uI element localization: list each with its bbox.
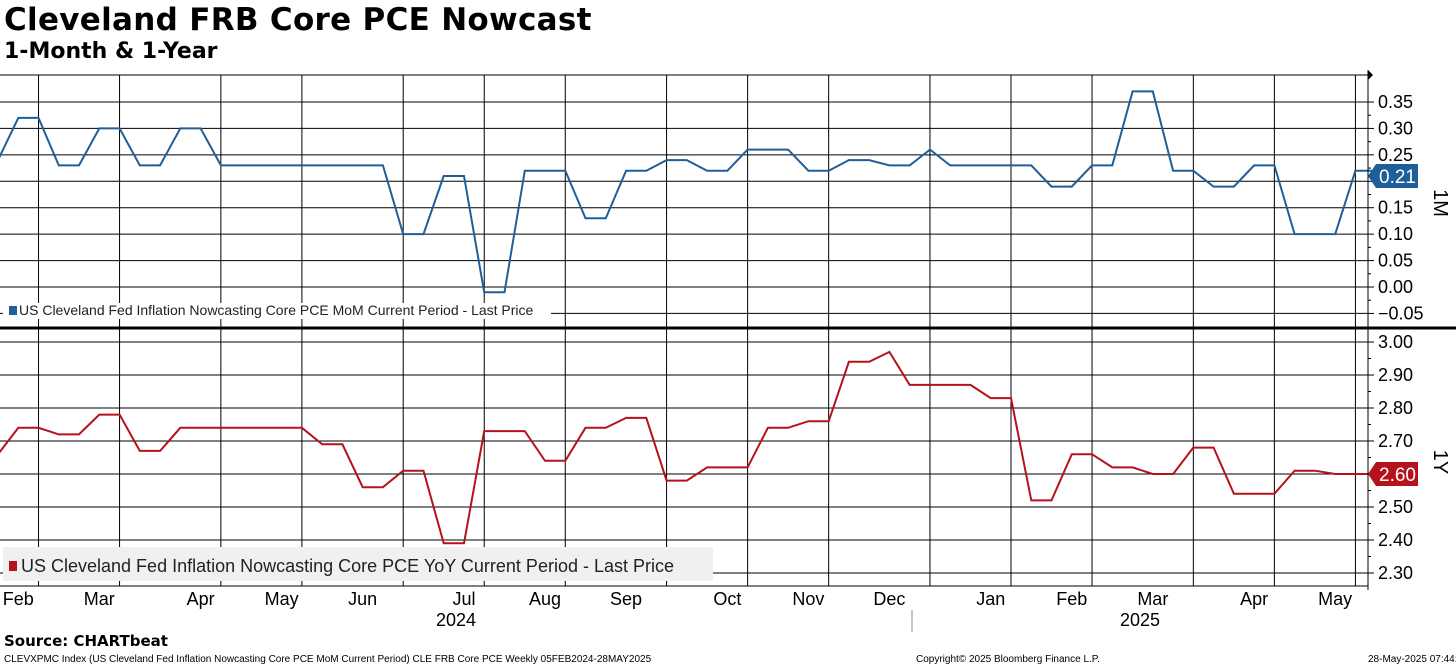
panel-label: 1Y [1429,450,1451,474]
y-tick-label: 0.15 [1378,198,1413,218]
x-month-label: Nov [792,589,824,609]
y-tick-label: 2.90 [1378,365,1413,385]
chart-title: Cleveland FRB Core PCE Nowcast [4,2,592,38]
axis-arrow [1368,70,1373,80]
y-tick-label: 2.30 [1378,563,1413,583]
yoy-series-line [0,350,1376,545]
copyright-footnote: Copyright© 2025 Bloomberg Finance L.P. [916,654,1100,665]
x-month-label: Apr [1240,589,1268,609]
y-tick-label: 0.35 [1378,92,1413,112]
x-month-label: Aug [529,589,561,609]
legend-box [3,303,551,319]
last-value-badge [1368,462,1418,486]
y-tick-label: 2.50 [1378,497,1413,517]
legend-swatch [9,306,17,315]
legend-label: US Cleveland Fed Inflation Nowcasting Co… [21,556,674,576]
last-value-label: 2.60 [1379,465,1416,486]
panel-label: 1M [1429,189,1451,217]
legend-label: US Cleveland Fed Inflation Nowcasting Co… [19,302,534,318]
source-line: Source: CHARTbeat [4,632,168,650]
x-month-label: May [265,589,299,609]
x-month-label: Jun [348,589,377,609]
x-year-label: 2025 [1120,610,1160,630]
y-tick-label: 2.70 [1378,431,1413,451]
x-month-label: May [1318,589,1352,609]
x-month-label: Feb [1056,589,1087,609]
timestamp-footnote: 28-May-2025 07:44:20 [1368,654,1456,665]
y-tick-label: 3.00 [1378,332,1413,352]
mom-series-line [0,90,1376,294]
y-tick-label: 0.30 [1378,118,1413,138]
x-month-label: Mar [1137,589,1168,609]
x-month-label: Apr [187,589,215,609]
legend-box [3,547,713,581]
x-month-label: Jul [452,589,475,609]
y-tick-label: 2.80 [1378,398,1413,418]
index-footnote: CLEVXPMC Index (US Cleveland Fed Inflati… [4,654,652,665]
y-tick-label: 0.25 [1378,145,1413,165]
y-tick-label: 0.10 [1378,224,1413,244]
last-value-badge [1368,164,1418,188]
y-tick-label: 0.00 [1378,277,1413,297]
x-month-label: Feb [3,589,34,609]
legend-swatch [9,561,17,571]
x-month-label: Mar [84,589,115,609]
y-tick-label: 2.40 [1378,530,1413,550]
x-month-label: Jan [976,589,1005,609]
x-month-label: Sep [610,589,642,609]
x-year-label: 2024 [436,610,476,630]
y-tick-label: 0.05 [1378,251,1413,271]
chart-subtitle: 1-Month & 1-Year [4,39,218,64]
last-value-label: 0.21 [1379,167,1416,188]
y-tick-label: −0.05 [1378,303,1424,323]
x-month-label: Oct [713,589,741,609]
x-month-label: Dec [873,589,905,609]
